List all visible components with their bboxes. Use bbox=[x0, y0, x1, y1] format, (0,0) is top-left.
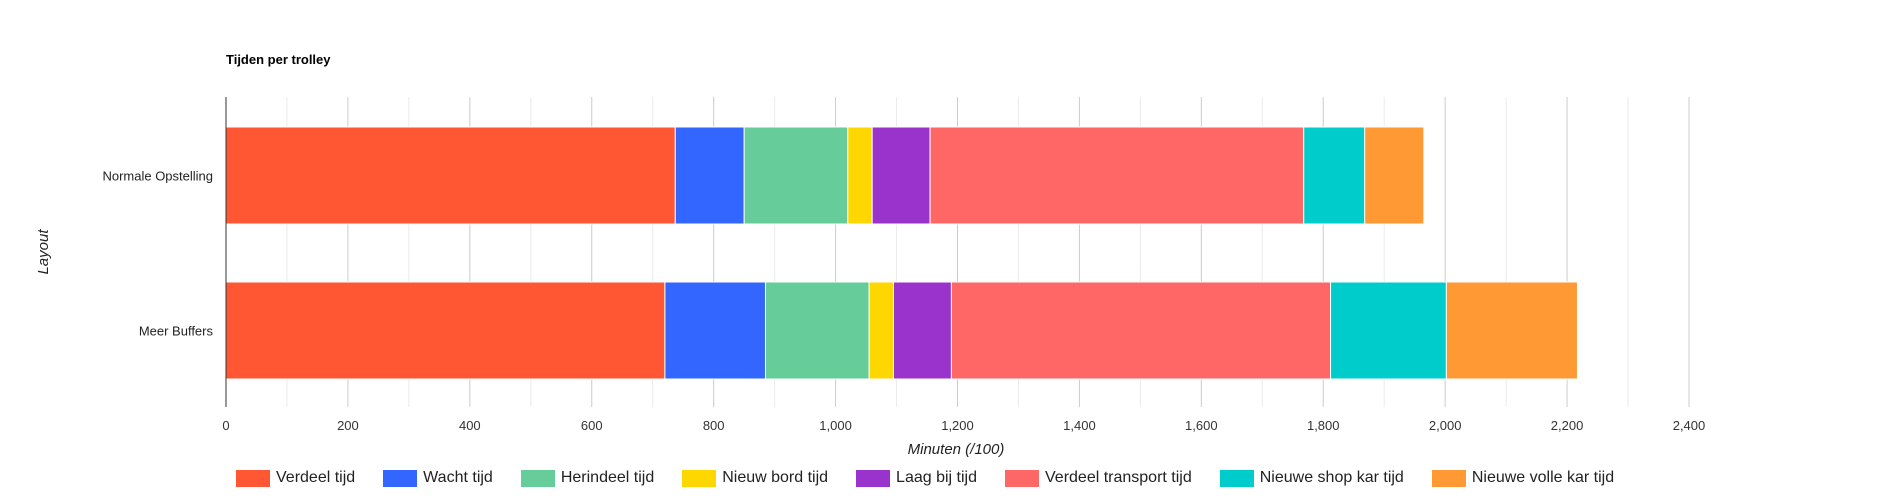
legend-item[interactable]: Wacht tijd bbox=[383, 469, 493, 487]
bar-segment[interactable] bbox=[1330, 281, 1447, 380]
bar-segment[interactable] bbox=[743, 126, 849, 225]
legend-label: Nieuw bord tijd bbox=[722, 469, 829, 486]
x-tick-label: 0 bbox=[222, 418, 229, 433]
category-label: Normale Opstelling bbox=[102, 169, 213, 184]
bar-segment[interactable] bbox=[1303, 126, 1366, 225]
legend-swatch bbox=[520, 469, 555, 487]
x-tick-label: 1,600 bbox=[1185, 418, 1218, 433]
legend-label: Laag bij tijd bbox=[896, 469, 977, 486]
legend-label: Nieuwe volle kar tijd bbox=[1471, 469, 1615, 486]
legend-swatch bbox=[236, 469, 270, 487]
x-tick-label: 1,800 bbox=[1307, 418, 1340, 433]
bar-segment[interactable] bbox=[871, 126, 931, 225]
x-tick-label: 1,400 bbox=[1063, 418, 1096, 433]
legend-item[interactable]: Laag bij tijd bbox=[856, 469, 977, 487]
bar-segment[interactable] bbox=[225, 126, 676, 225]
bar-segment[interactable] bbox=[868, 281, 894, 380]
bar-segment[interactable] bbox=[847, 126, 873, 225]
legend-item[interactable]: Nieuwe volle kar tijd bbox=[1431, 469, 1615, 487]
legend-item[interactable]: Nieuw bord tijd bbox=[682, 469, 828, 487]
legend-label: Nieuwe shop kar tijd bbox=[1259, 469, 1404, 486]
bar-segment[interactable] bbox=[950, 281, 1332, 380]
x-tick-label: 200 bbox=[337, 418, 359, 433]
x-tick-label: 1,200 bbox=[941, 418, 974, 433]
legend-label: Wacht tijd bbox=[423, 469, 493, 486]
bar-segment[interactable] bbox=[674, 126, 745, 225]
y-axis-label: Layout bbox=[35, 229, 52, 275]
legend-item[interactable]: Verdeel transport tijd bbox=[1005, 469, 1192, 487]
bar-segment[interactable] bbox=[225, 281, 666, 380]
legend-swatch bbox=[856, 469, 891, 487]
legend-item[interactable]: Nieuwe shop kar tijd bbox=[1219, 469, 1404, 487]
chart-title: Tijden per trolley bbox=[226, 52, 331, 67]
bar-segment[interactable] bbox=[764, 281, 870, 380]
x-tick-label: 400 bbox=[459, 418, 481, 433]
x-axis-label: Minuten (/100) bbox=[908, 441, 1005, 458]
legend-item[interactable]: Herindeel tijd bbox=[520, 469, 655, 487]
x-tick-label: 2,400 bbox=[1673, 418, 1706, 433]
legend-swatch bbox=[1005, 469, 1039, 487]
legend-swatch bbox=[1219, 469, 1254, 487]
bar-segment[interactable] bbox=[892, 281, 952, 380]
x-tick-label: 600 bbox=[581, 418, 603, 433]
legend-swatch bbox=[682, 469, 717, 487]
x-tick-label: 2,000 bbox=[1429, 418, 1462, 433]
x-tick-label: 800 bbox=[703, 418, 725, 433]
bar-segment[interactable] bbox=[1445, 281, 1578, 380]
category-label: Meer Buffers bbox=[139, 324, 214, 339]
bar-segment[interactable] bbox=[664, 281, 766, 380]
bar-segment[interactable] bbox=[1364, 126, 1425, 225]
legend-label: Verdeel tijd bbox=[276, 469, 356, 486]
legend-swatch bbox=[383, 469, 418, 487]
legend-item[interactable]: Verdeel tijd bbox=[236, 469, 355, 487]
legend-label: Verdeel transport tijd bbox=[1045, 469, 1192, 486]
legend: Verdeel tijd Wacht tijd Herindeel tijd Nieu… bbox=[236, 469, 1642, 487]
legend-label: Herindeel tijd bbox=[560, 469, 655, 486]
bar-segment[interactable] bbox=[929, 126, 1305, 225]
x-tick-label: 1,000 bbox=[819, 418, 852, 433]
x-tick-label: 2,200 bbox=[1551, 418, 1584, 433]
legend-swatch bbox=[1431, 469, 1466, 487]
